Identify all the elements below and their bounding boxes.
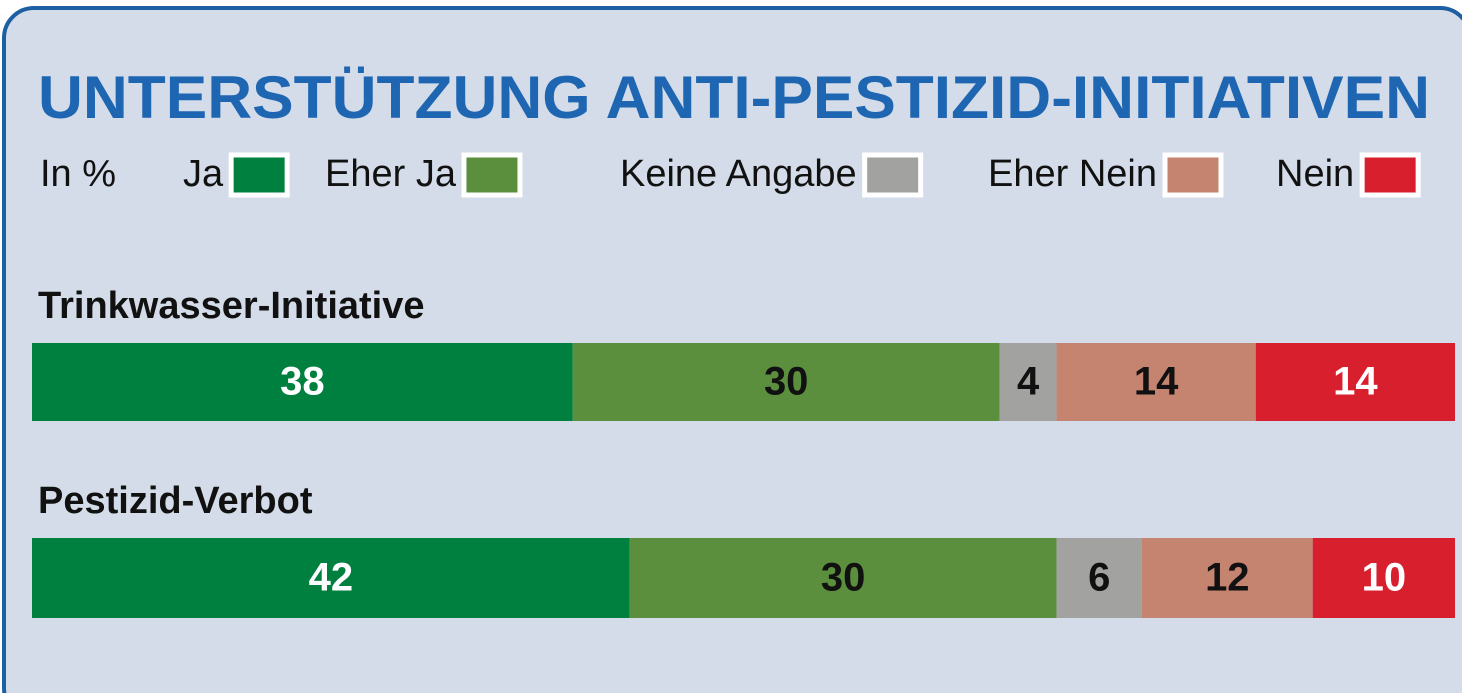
- legend-swatch: [1162, 152, 1224, 198]
- legend-swatch: [1359, 152, 1421, 198]
- bar-segment: [1056, 538, 1142, 618]
- legend-swatch: [862, 152, 924, 198]
- category-label: Pestizid-Verbot: [38, 480, 313, 522]
- value-label: 30: [764, 360, 809, 404]
- legend-label: Eher Nein: [988, 153, 1157, 195]
- bar-segment: [1141, 538, 1313, 618]
- subtitle: In %: [40, 153, 116, 195]
- value-label: 42: [309, 556, 354, 600]
- value-label: 14: [1333, 360, 1378, 404]
- value-label: 6: [1088, 556, 1110, 600]
- bar-segment: [1056, 343, 1256, 421]
- bar-segment: [999, 343, 1057, 421]
- legend-swatch: [461, 152, 523, 198]
- bar-segment: [1312, 538, 1455, 618]
- chart-title: UNTERSTÜTZUNG ANTI-PESTIZID-INITIATIVEN: [38, 64, 1430, 131]
- bar-segment: [1255, 343, 1455, 421]
- bar-segment: [32, 343, 573, 421]
- category-label: Trinkwasser-Initiative: [38, 285, 425, 327]
- legend-label: Eher Ja: [325, 153, 457, 195]
- value-label: 4: [1017, 360, 1040, 404]
- legend-label: Ja: [183, 153, 224, 195]
- value-label: 12: [1205, 556, 1250, 600]
- bar-segment: [32, 538, 630, 618]
- legend-label: Keine Angabe: [620, 153, 857, 195]
- legend-swatch: [228, 152, 290, 198]
- value-label: 14: [1134, 360, 1179, 404]
- value-label: 30: [821, 556, 866, 600]
- legend-label: Nein: [1276, 153, 1354, 195]
- bar-segment: [572, 343, 1000, 421]
- value-label: 38: [280, 360, 325, 404]
- bar-segment: [629, 538, 1057, 618]
- value-label: 10: [1362, 556, 1407, 600]
